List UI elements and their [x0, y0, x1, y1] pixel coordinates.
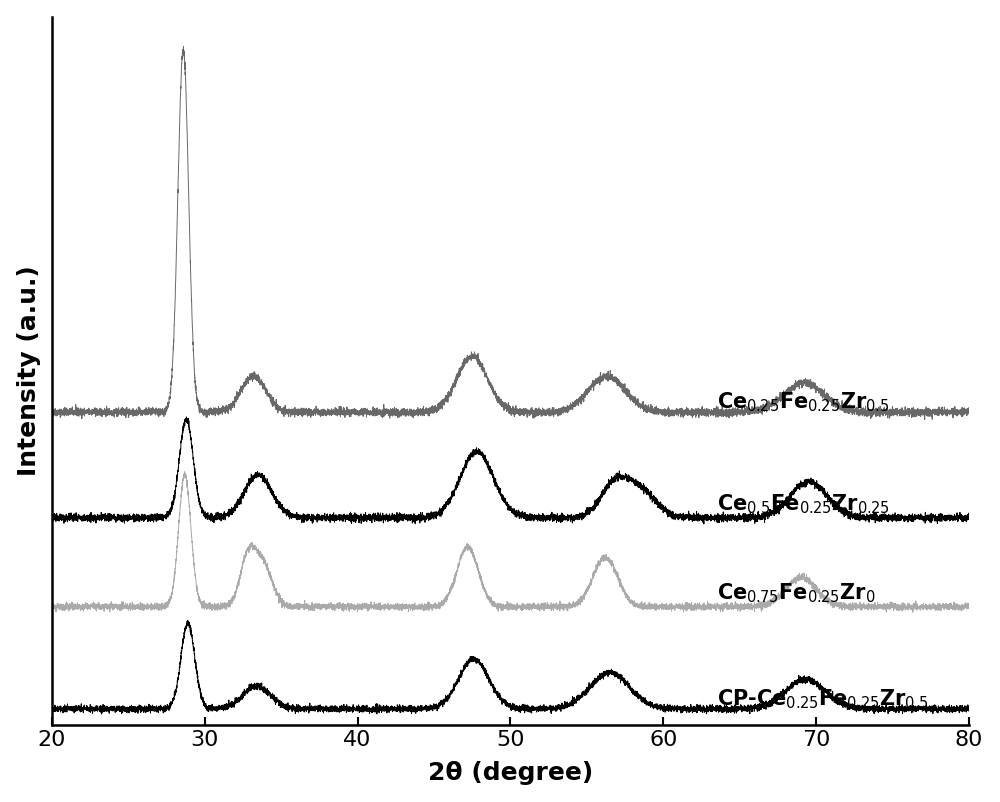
X-axis label: 2θ (degree): 2θ (degree) [428, 761, 593, 785]
Text: CP-Ce$_{0.25}$Fe$_{0.25}$Zr$_{0.5}$: CP-Ce$_{0.25}$Fe$_{0.25}$Zr$_{0.5}$ [717, 687, 929, 711]
Text: Ce$_{0.5}$Fe$_{0.25}$Zr$_{0.25}$: Ce$_{0.5}$Fe$_{0.25}$Zr$_{0.25}$ [717, 492, 889, 516]
Y-axis label: Intensity (a.u.): Intensity (a.u.) [17, 265, 41, 476]
Text: Ce$_{0.75}$Fe$_{0.25}$Zr$_{0}$: Ce$_{0.75}$Fe$_{0.25}$Zr$_{0}$ [717, 581, 876, 606]
Text: Ce$_{0.25}$Fe$_{0.25}$Zr$_{0.5}$: Ce$_{0.25}$Fe$_{0.25}$Zr$_{0.5}$ [717, 391, 889, 414]
